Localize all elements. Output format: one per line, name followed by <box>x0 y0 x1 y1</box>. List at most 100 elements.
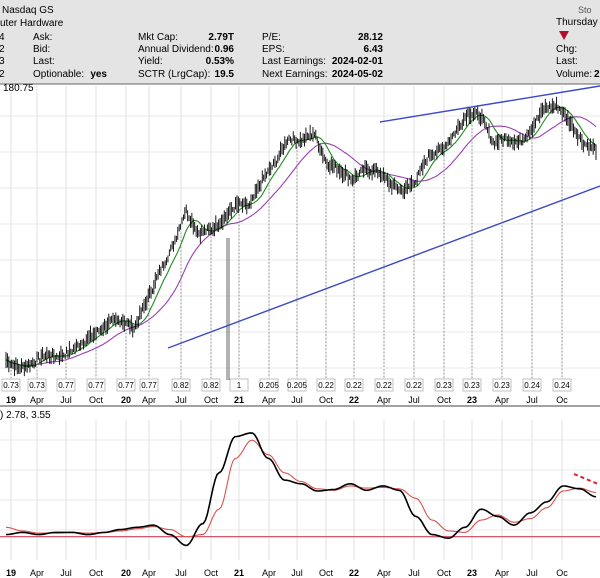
dividend-label: 0.22 <box>318 381 334 390</box>
price-grid <box>0 86 600 380</box>
price-x-tick: Oct <box>437 395 452 405</box>
dividend-label: 0.23 <box>494 381 510 390</box>
dividend-label: 0.205 <box>259 381 280 390</box>
dividend-label-box <box>139 378 159 392</box>
dividend-label: 0.82 <box>203 381 219 390</box>
chg-label: Chg: <box>556 44 577 55</box>
dividend-label: 1 <box>237 381 242 390</box>
macd-x-tick: Jul <box>526 568 538 578</box>
dividend-label-box <box>344 378 364 392</box>
price-label: 180.75 <box>3 83 34 94</box>
dividend-label-box <box>56 378 76 392</box>
price-layer <box>5 85 600 380</box>
macd-x-tick: Oct <box>89 568 104 578</box>
dividend-label-box <box>116 378 136 392</box>
price-x-tick: 23 <box>467 395 477 405</box>
left-value-3: 3 <box>0 56 5 67</box>
dividend-label: 0.23 <box>436 381 452 390</box>
dividend-label: 0.82 <box>173 381 189 390</box>
macd-divergence-marker <box>573 473 599 485</box>
dividend-layer: 0.73 0.73 0.77 0.77 0.77 0.77 0.82 0.82 1 0.205 0.… <box>1 119 572 392</box>
macd-x-axis: 19 Apr Jul Oct 20 Apr Jul Oct 21 Apr Jul Oct 22 Apr Ju… <box>6 568 568 578</box>
left-value-1: 4 <box>0 32 5 43</box>
mktcap-label: Mkt Cap: <box>138 32 178 43</box>
macd-grid <box>0 420 600 560</box>
upper-trendline <box>379 85 600 123</box>
ma-short-line <box>5 106 597 368</box>
macd-layer <box>0 432 600 547</box>
next-earnings-value: 2024-05-02 <box>332 69 384 80</box>
pe-label: P/E: <box>262 32 281 43</box>
lower-trendline <box>167 185 600 349</box>
macd-x-tick: Jul <box>60 568 72 578</box>
left-value-4: 2 <box>0 69 5 80</box>
dividend-label: 0.23 <box>464 381 480 390</box>
dividend-label: 0.24 <box>524 381 540 390</box>
macd-x-tick: Apr <box>495 568 509 578</box>
macd-x-tick: Apr <box>142 568 156 578</box>
price-x-tick: Apr <box>142 395 156 405</box>
macd-x-tick: Oct <box>437 568 452 578</box>
dividend-label-box <box>434 378 454 392</box>
dividend-label: 0.24 <box>554 381 570 390</box>
price-x-tick: Oct <box>319 395 334 405</box>
macd-x-tick: 19 <box>6 568 16 578</box>
pe-value: 28.12 <box>358 32 383 43</box>
last-label: Last: <box>33 56 55 67</box>
macd-x-tick: Oc <box>556 568 568 578</box>
volume-label: Volume: <box>556 69 592 80</box>
dividend-label-box <box>522 378 542 392</box>
macd-x-tick: Oct <box>319 568 334 578</box>
macd-x-tick: 23 <box>467 568 477 578</box>
price-x-tick: Apr <box>377 395 391 405</box>
mktcap-value: 2.79T <box>208 32 234 43</box>
dividend-label: 0.22 <box>346 381 362 390</box>
dividend-label: 0.22 <box>376 381 392 390</box>
ask-label: Ask: <box>33 32 52 43</box>
price-x-tick: Jul <box>60 395 72 405</box>
dividend-label-box <box>462 378 482 392</box>
price-x-tick: Apr <box>30 395 44 405</box>
dividend-label: 0.77 <box>58 381 74 390</box>
price-x-tick: Oc <box>556 395 568 405</box>
price-x-tick: Jul <box>408 395 420 405</box>
next-earnings-label: Next Earnings: <box>262 69 328 80</box>
dividend-label: 0.77 <box>118 381 134 390</box>
exchange-label: Nasdaq GS <box>2 5 54 16</box>
sctr-label: SCTR (LrgCap): <box>138 69 210 80</box>
dividend-label-box <box>316 378 336 392</box>
dividend-label-box <box>259 378 279 392</box>
price-x-tick: 20 <box>121 395 131 405</box>
price-x-tick: Oct <box>89 395 104 405</box>
price-x-tick: Jul <box>526 395 538 405</box>
dividend-label-box <box>27 378 47 392</box>
right-last-label: Last: <box>556 56 578 67</box>
macd-x-tick: Apr <box>377 568 391 578</box>
price-x-axis: 19 Apr Jul Oct 20 Apr Jul Oct 21 Apr Jul Oct 22 Apr Ju… <box>6 395 568 405</box>
macd-x-tick: Apr <box>262 568 276 578</box>
dividend-label-box <box>201 378 221 392</box>
dividend-label: 0.205 <box>287 381 308 390</box>
industry-label: uter Hardware <box>0 18 64 29</box>
price-x-tick: Apr <box>495 395 509 405</box>
optionable-label: Optionable: <box>33 69 84 80</box>
price-x-tick: Jul <box>291 395 303 405</box>
yield-value: 0.53% <box>206 56 234 67</box>
last-earnings-value: 2024-02-01 <box>332 56 384 67</box>
dividend-label-box <box>492 378 512 392</box>
price-x-tick: 22 <box>349 395 359 405</box>
dividend-label-box <box>287 378 307 392</box>
macd-x-tick: 20 <box>121 568 131 578</box>
macd-title: ) 2.78, 3.55 <box>0 410 51 421</box>
dividend-label: 0.77 <box>88 381 104 390</box>
price-x-tick: 21 <box>234 395 244 405</box>
day-label: Thursday <box>556 17 598 28</box>
dividend-value: 0.96 <box>215 44 235 55</box>
optionable-value: yes <box>90 69 107 80</box>
dividend-label: 0.73 <box>29 381 45 390</box>
dividend-label-box <box>374 378 394 392</box>
ma-long-line <box>5 116 597 366</box>
dividend-label: Annual Dividend: <box>138 44 214 55</box>
macd-line <box>5 432 597 547</box>
